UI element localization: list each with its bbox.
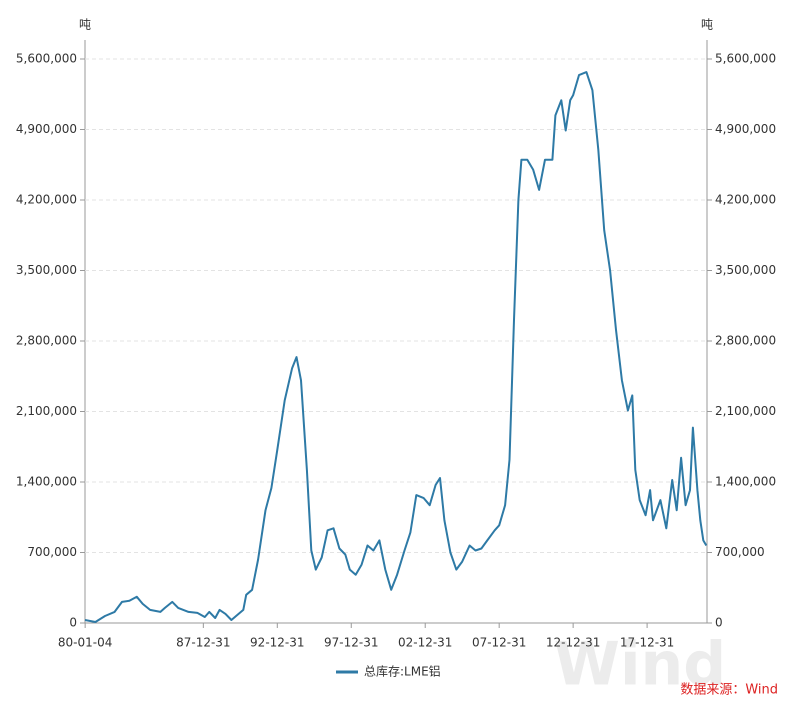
x-tick-label: 17-12-31	[620, 636, 674, 650]
y2-tick-label: 4,200,000	[715, 193, 776, 207]
y-tick-label: 0	[69, 616, 77, 630]
source: 数据来源：Wind	[680, 683, 778, 698]
y-tick-label: 5,600,000	[16, 52, 77, 66]
y2-tick-label: 2,800,000	[715, 334, 776, 348]
y-tick-label: 2,800,000	[16, 334, 77, 348]
x-tick-label: 80-01-04	[58, 636, 112, 650]
x-tick-label: 07-12-31	[472, 636, 526, 650]
x-tick-label: 12-12-31	[546, 636, 600, 650]
y-tick-label: 3,500,000	[16, 263, 77, 277]
y-tick-label: 2,100,000	[16, 404, 77, 418]
legend-label: 总库存:LME铝	[364, 664, 441, 679]
x-tick-label: 92-12-31	[250, 636, 304, 650]
series-line	[84, 71, 708, 623]
y-tick-label: 4,900,000	[16, 122, 77, 136]
x-tick-label: 87-12-31	[176, 636, 230, 650]
y2-tick-label: 2,100,000	[715, 404, 776, 418]
y2-tick-label: 1,400,000	[715, 475, 776, 489]
x-tick-label: 02-12-31	[398, 636, 452, 650]
y2-unit: 吨	[701, 18, 713, 32]
x-tick-label: 97-12-31	[324, 636, 378, 650]
watermark: Wind	[554, 630, 726, 700]
y2-tick-label: 5,600,000	[715, 52, 776, 66]
y2-tick-label: 700,000	[715, 545, 765, 559]
y2-tick-label: 0	[715, 616, 723, 630]
y-unit: 吨	[79, 18, 91, 32]
y-tick-label: 700,000	[27, 545, 77, 559]
y2-tick-label: 3,500,000	[715, 263, 776, 277]
y-tick-label: 4,200,000	[16, 193, 77, 207]
y-tick-label: 1,400,000	[16, 475, 77, 489]
y2-tick-label: 4,900,000	[715, 122, 776, 136]
